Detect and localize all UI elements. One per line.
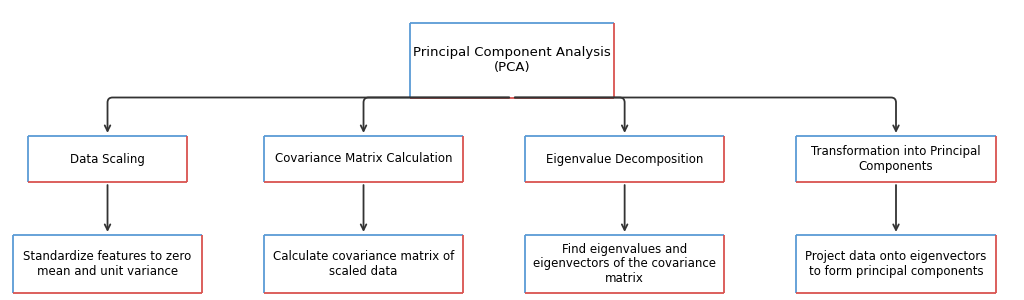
FancyBboxPatch shape (524, 136, 725, 182)
Text: Calculate covariance matrix of
scaled data: Calculate covariance matrix of scaled da… (272, 250, 455, 278)
FancyBboxPatch shape (524, 235, 725, 293)
Text: Project data onto eigenvectors
to form principal components: Project data onto eigenvectors to form p… (805, 250, 987, 278)
FancyBboxPatch shape (263, 235, 463, 293)
Text: Covariance Matrix Calculation: Covariance Matrix Calculation (274, 152, 453, 166)
FancyBboxPatch shape (263, 136, 463, 182)
Text: Standardize features to zero
mean and unit variance: Standardize features to zero mean and un… (24, 250, 191, 278)
FancyBboxPatch shape (410, 22, 614, 98)
FancyBboxPatch shape (28, 136, 186, 182)
Text: Transformation into Principal
Components: Transformation into Principal Components (811, 145, 981, 173)
Text: Find eigenvalues and
eigenvectors of the covariance
matrix: Find eigenvalues and eigenvectors of the… (534, 242, 716, 286)
FancyBboxPatch shape (797, 235, 995, 293)
Text: Eigenvalue Decomposition: Eigenvalue Decomposition (546, 152, 703, 166)
Text: Principal Component Analysis
(PCA): Principal Component Analysis (PCA) (413, 46, 611, 74)
Text: Data Scaling: Data Scaling (70, 152, 145, 166)
FancyBboxPatch shape (797, 136, 995, 182)
FancyBboxPatch shape (12, 235, 203, 293)
